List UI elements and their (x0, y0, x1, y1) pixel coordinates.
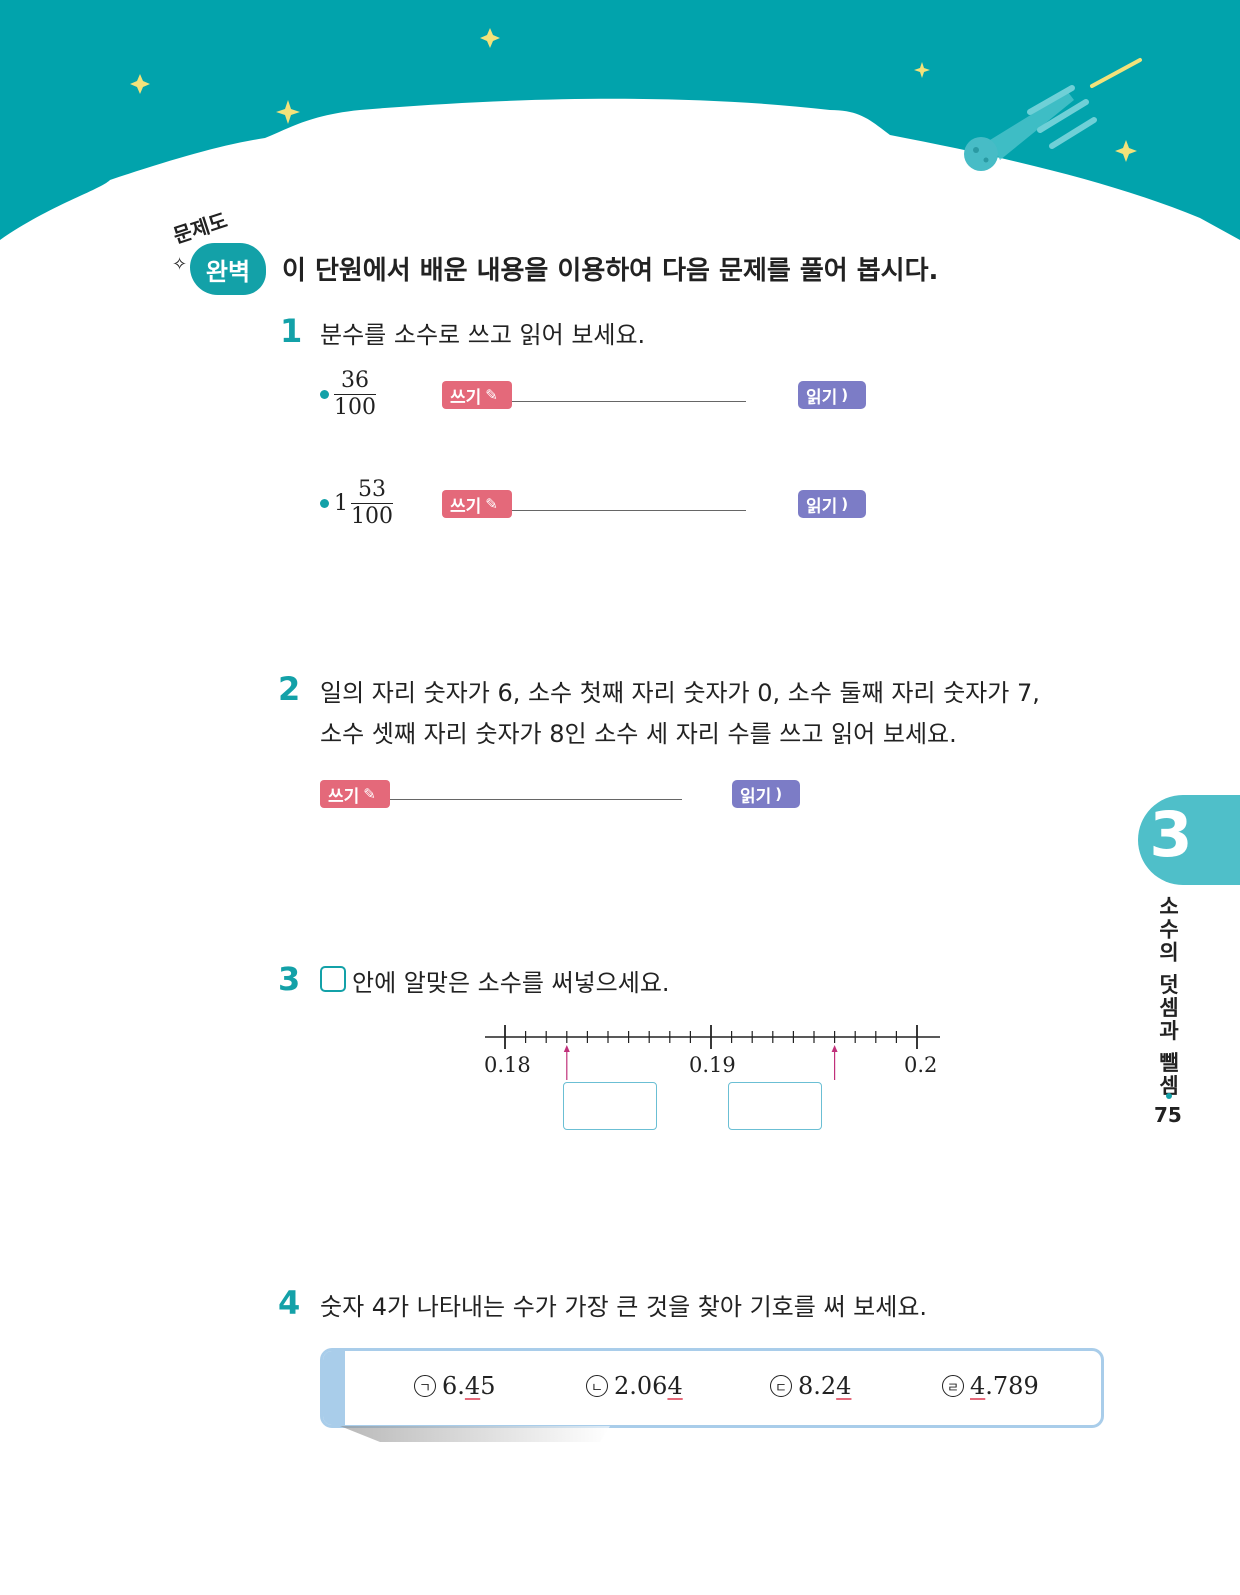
choice-underlined-digit: 4 (464, 1372, 481, 1400)
choices-box (320, 1348, 1104, 1428)
chapter-title: 소수의 덧셈과 뺄셈 (1156, 895, 1180, 1098)
chapter-number: 3 (1149, 798, 1193, 871)
problem-text: 안에 알맞은 소수를 써넣으세요. (352, 969, 670, 997)
pencil-icon: ✎ (485, 386, 498, 404)
pointer-arrow (563, 1045, 570, 1080)
read-label-text: 읽기 (806, 387, 838, 408)
bullet-icon (320, 390, 329, 399)
page-instruction: 이 단원에서 배운 내용을 이용하여 다음 문제를 풀어 봅시다. (282, 256, 939, 286)
answer-box[interactable] (563, 1082, 657, 1130)
pencil-icon: ✎ (485, 495, 498, 513)
write-label-text: 쓰기 (450, 496, 482, 517)
read-label: 읽기) (732, 780, 800, 808)
badge-main: 완벽 (190, 243, 266, 295)
write-answer-line[interactable] (390, 799, 682, 800)
write-label-text: 쓰기 (450, 387, 482, 408)
read-label-text: 읽기 (806, 496, 838, 517)
choice-item[interactable]: ㄷ 8.2 4 (770, 1372, 851, 1400)
problem-number: 3 (278, 960, 301, 998)
choice-value-part: 2.06 (614, 1372, 668, 1400)
pointer-arrow (831, 1045, 838, 1080)
write-answer-line[interactable] (512, 510, 746, 511)
choice-symbol: ㄴ (586, 1375, 608, 1397)
write-label: 쓰기 ✎ (320, 780, 390, 808)
fraction-numerator: 53 (358, 477, 386, 502)
bullet-icon (320, 499, 329, 508)
number-line-label: 0.18 (484, 1053, 531, 1077)
fraction-whole: 1 (334, 491, 348, 516)
number-line-arrows (563, 1045, 838, 1080)
number-line-ticks (504, 1025, 918, 1049)
speaker-icon: ) (841, 495, 849, 513)
choices-box-stripe (323, 1351, 345, 1425)
problem-number: 2 (278, 670, 301, 708)
choice-item[interactable]: ㄹ 4.789 (942, 1372, 1039, 1400)
number-line-label: 0.19 (689, 1053, 736, 1077)
page-dot-icon (1166, 1093, 1172, 1099)
choice-underlined-digit: 4 (970, 1372, 986, 1400)
write-label-text: 쓰기 (328, 786, 360, 807)
header-night-sky-illustration (0, 0, 1240, 240)
problem-text-line2: 소수 셋째 자리 숫자가 8인 소수 세 자리 수를 쓰고 읽어 보세요. (320, 720, 957, 748)
choice-symbol: ㄹ (942, 1375, 964, 1397)
star-icon (130, 28, 1137, 162)
mixed-fraction: 1 53 100 (334, 477, 393, 530)
sky-background (0, 0, 1240, 240)
problem-text-line1: 일의 자리 숫자가 6, 소수 첫째 자리 숫자가 0, 소수 둘째 자리 숫자… (320, 679, 1040, 707)
fraction-denominator: 100 (334, 395, 376, 420)
number-line (485, 1025, 940, 1080)
problem-number: 1 (280, 312, 303, 350)
choice-item[interactable]: ㄴ 2.06 4 (586, 1372, 683, 1400)
sparkle-icon: ✧ (172, 254, 188, 275)
problem-text: 분수를 소수로 쓰고 읽어 보세요. (320, 321, 646, 349)
choice-value-part: 8.2 (798, 1372, 837, 1400)
chapter-tab (1138, 795, 1240, 885)
speaker-icon: ) (841, 386, 849, 404)
box-shadow-decoration (340, 1426, 610, 1442)
page-number: 75 (1154, 1103, 1182, 1127)
choice-value-part: .789 (985, 1372, 1039, 1400)
read-label: 읽기) (798, 381, 866, 409)
problem-number: 4 (278, 1284, 301, 1322)
read-label: 읽기) (798, 490, 866, 518)
choice-item[interactable]: ㄱ 6. 4 5 (414, 1372, 495, 1400)
choice-underlined-digit: 4 (667, 1372, 683, 1400)
write-answer-line[interactable] (512, 401, 746, 402)
answer-box[interactable] (728, 1082, 822, 1130)
choice-value-part: 5 (480, 1372, 496, 1400)
speaker-icon: ) (775, 785, 783, 803)
choice-symbol: ㄷ (770, 1375, 792, 1397)
number-line-label: 0.2 (904, 1053, 938, 1077)
fraction-numerator: 36 (341, 368, 369, 393)
write-label: 쓰기 ✎ (442, 490, 512, 518)
pencil-icon: ✎ (363, 785, 376, 803)
write-label: 쓰기 ✎ (442, 381, 512, 409)
choice-underlined-digit: 4 (836, 1372, 852, 1400)
choice-value-part: 6. (442, 1372, 465, 1400)
fraction-denominator: 100 (351, 504, 393, 529)
comet-icon (964, 58, 1142, 171)
read-label-text: 읽기 (740, 786, 772, 807)
choice-symbol: ㄱ (414, 1375, 436, 1397)
blank-box-icon (320, 966, 346, 992)
fraction: 36 100 (334, 368, 376, 421)
problem-text: 숫자 4가 나타내는 수가 가장 큰 것을 찾아 기호를 써 보세요. (320, 1293, 928, 1321)
